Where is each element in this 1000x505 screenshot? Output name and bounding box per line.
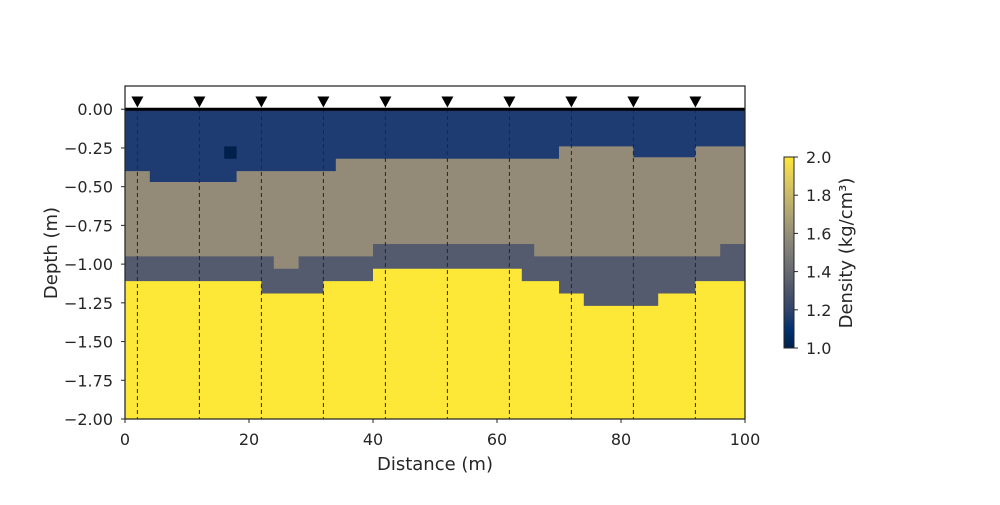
colorbar-tick-label: 1.8 <box>806 186 831 205</box>
x-tick-label: 80 <box>611 430 631 449</box>
colorbar-ticks: 1.0 1.2 1.4 1.6 1.8 2.0 <box>794 148 831 358</box>
colorbar-label: Density (kg/cm³) <box>836 178 857 329</box>
anomaly-layer <box>224 146 237 159</box>
density-layers <box>125 109 745 419</box>
plot-frame <box>124 85 746 420</box>
sensor-marker-icon <box>441 96 454 108</box>
y-tick-label: −1.00 <box>64 255 113 274</box>
density-layer-1 <box>125 109 745 183</box>
x-axis-label: Distance (m) <box>377 454 493 475</box>
sensor-marker-icon <box>627 96 640 108</box>
x-tick-label: 40 <box>363 430 383 449</box>
sensor-marker-icon <box>689 96 702 108</box>
sensor-marker-icon <box>503 96 516 108</box>
x-tick-label: 20 <box>239 430 259 449</box>
y-tick-label: −0.75 <box>64 216 113 235</box>
y-axis-ticks: 0.00 −0.25 −0.50 −0.75 −1.00 −1.25 −1.50 −1.75 −… <box>64 100 125 429</box>
x-tick-label: 0 <box>120 430 130 449</box>
x-tick-label: 60 <box>487 430 507 449</box>
plot-area <box>125 96 745 419</box>
sensor-markers <box>131 96 702 108</box>
x-tick-label: 100 <box>730 430 761 449</box>
y-axis-label: Depth (m) <box>41 207 62 299</box>
y-tick-label: −0.50 <box>64 178 113 197</box>
y-tick-label: −1.25 <box>64 294 113 313</box>
density-anomaly <box>224 146 237 159</box>
colorbar-tick-label: 1.0 <box>806 339 831 358</box>
y-tick-label: −1.50 <box>64 333 113 352</box>
colorbar-gradient <box>783 156 795 349</box>
colorbar-tick-label: 1.6 <box>806 224 831 243</box>
y-tick-label: −0.25 <box>64 139 113 158</box>
colorbar-tick-label: 2.0 <box>806 148 831 167</box>
colorbar-tick-label: 1.2 <box>806 301 831 320</box>
sensor-lines <box>136 102 696 419</box>
sensor-marker-icon <box>193 96 206 108</box>
sensor-marker-icon <box>255 96 268 108</box>
sensor-marker-icon <box>565 96 578 108</box>
y-tick-label: −1.75 <box>64 371 113 390</box>
sensor-marker-icon <box>379 96 392 108</box>
sensor-marker-icon <box>131 96 144 108</box>
y-tick-label: 0.00 <box>77 100 113 119</box>
colorbar-tick-label: 1.4 <box>806 263 831 282</box>
y-tick-label: −2.00 <box>64 410 113 429</box>
x-axis-ticks: 0 20 40 60 80 100 <box>120 419 760 449</box>
sensor-marker-icon <box>317 96 330 108</box>
colorbar: 1.0 1.2 1.4 1.6 1.8 2.0 Density (kg/cm³) <box>783 148 857 358</box>
